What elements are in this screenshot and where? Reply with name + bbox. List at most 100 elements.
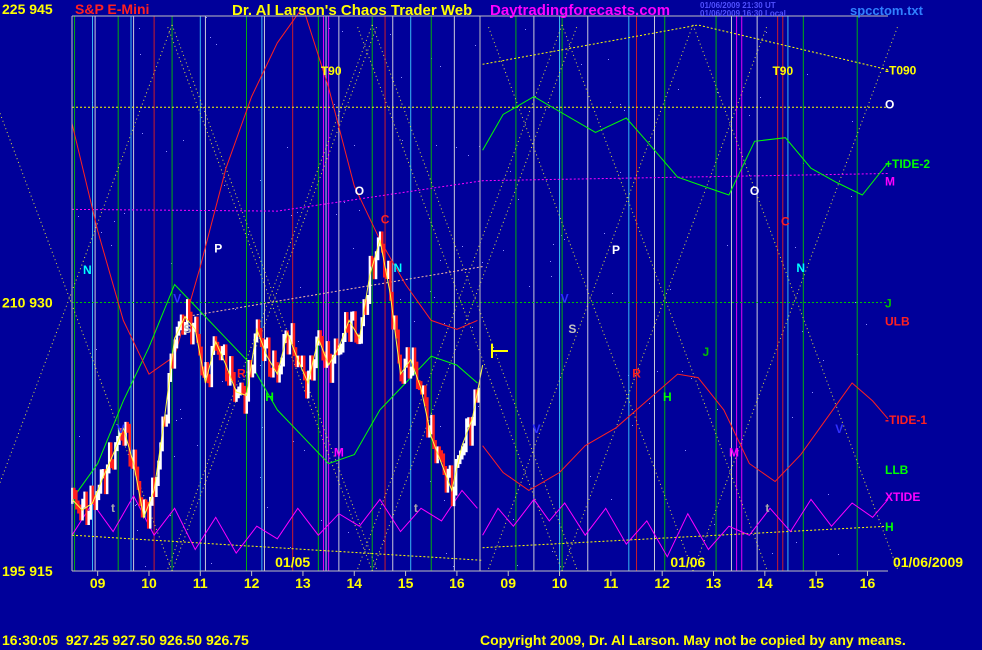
price-bar bbox=[167, 372, 170, 424]
price-bar bbox=[333, 338, 337, 364]
price-bar bbox=[224, 344, 228, 382]
price-bar bbox=[294, 347, 298, 368]
star-dot bbox=[462, 246, 463, 247]
star-dot bbox=[139, 28, 140, 29]
price-bar bbox=[257, 319, 261, 337]
forecast-line bbox=[482, 373, 889, 491]
date-labels: 01/05 01/06 01/06/2009 bbox=[275, 554, 963, 570]
price-bar bbox=[424, 385, 427, 407]
price-bar bbox=[325, 341, 329, 368]
price-bars bbox=[71, 231, 484, 529]
star-dot bbox=[608, 59, 609, 60]
star-dot bbox=[852, 121, 853, 122]
price-bar bbox=[97, 484, 101, 501]
price-bar bbox=[132, 449, 136, 469]
chart-title: Dr. Al Larson's Chaos Trader Web bbox=[232, 2, 472, 19]
price-bar bbox=[401, 372, 405, 384]
price-bar bbox=[261, 338, 265, 362]
price-bar bbox=[430, 414, 433, 435]
level-line bbox=[71, 534, 483, 561]
event-marker: C bbox=[381, 213, 390, 227]
star-dot bbox=[359, 210, 360, 211]
star-dot bbox=[552, 551, 553, 552]
price-bar bbox=[220, 346, 224, 361]
price-bar bbox=[368, 255, 372, 304]
price-bar bbox=[309, 355, 312, 380]
price-bar bbox=[110, 442, 113, 469]
star-dot bbox=[262, 427, 263, 428]
price-bar bbox=[387, 260, 390, 279]
price-bar bbox=[411, 347, 415, 376]
price-bar bbox=[196, 316, 199, 343]
star-dot bbox=[440, 66, 441, 67]
star-dot bbox=[414, 321, 415, 322]
price-bar bbox=[270, 367, 273, 378]
x-tick-label: 14 bbox=[757, 575, 773, 591]
star-dot bbox=[287, 147, 288, 148]
price-bar bbox=[395, 315, 398, 339]
price-bar bbox=[190, 311, 193, 345]
x-tick-label: 09 bbox=[500, 575, 516, 591]
price-bar bbox=[272, 350, 275, 378]
price-bar bbox=[151, 477, 154, 506]
star-dot bbox=[691, 378, 692, 379]
price-bar bbox=[253, 333, 257, 374]
price-bar bbox=[210, 345, 214, 388]
price-bar bbox=[163, 416, 166, 427]
right-label: O bbox=[885, 98, 894, 112]
price-bar bbox=[302, 355, 306, 381]
star-dot bbox=[171, 263, 172, 264]
price-bar bbox=[157, 460, 160, 486]
star-dot bbox=[456, 147, 457, 148]
star-dot bbox=[111, 245, 112, 246]
price-bar bbox=[300, 355, 304, 368]
star-dot bbox=[224, 185, 225, 186]
price-bar bbox=[122, 431, 125, 446]
event-marker: V bbox=[835, 422, 843, 436]
star-dot bbox=[685, 450, 686, 451]
price-bar bbox=[298, 355, 302, 368]
star-dot bbox=[812, 392, 813, 393]
price-bar bbox=[393, 315, 396, 330]
price-bar bbox=[87, 510, 90, 526]
star-dot bbox=[772, 553, 773, 554]
star-dot bbox=[211, 563, 212, 564]
star-dot bbox=[866, 324, 867, 325]
x-tick-label: 09 bbox=[90, 575, 106, 591]
price-bar bbox=[397, 329, 400, 364]
star-dot bbox=[260, 180, 261, 181]
event-marker: O bbox=[750, 184, 759, 198]
event-marker: t bbox=[765, 501, 769, 515]
star-dot bbox=[353, 248, 354, 249]
price-bar bbox=[463, 443, 466, 456]
star-dot bbox=[766, 32, 767, 33]
price-bar bbox=[227, 372, 230, 386]
price-bar bbox=[352, 311, 355, 321]
star-dot bbox=[553, 244, 554, 245]
star-dots bbox=[78, 17, 867, 567]
price-bar bbox=[75, 490, 78, 510]
price-bar bbox=[335, 338, 339, 356]
forecast-line bbox=[482, 96, 889, 196]
price-bar bbox=[442, 453, 446, 475]
price-bar bbox=[327, 341, 331, 363]
star-dot bbox=[795, 247, 796, 248]
price-bar bbox=[112, 459, 115, 470]
star-dot bbox=[430, 291, 431, 292]
right-label: XTIDE bbox=[885, 490, 920, 504]
price-bar bbox=[179, 314, 183, 331]
x-tick-label: 14 bbox=[346, 575, 362, 591]
event-marker: V bbox=[173, 291, 181, 305]
event-marker: P bbox=[214, 241, 222, 255]
price-bar bbox=[175, 326, 179, 349]
event-marker: S bbox=[183, 322, 191, 336]
price-bar bbox=[136, 466, 140, 490]
price-bar bbox=[341, 333, 345, 353]
price-bar bbox=[329, 353, 333, 383]
star-dot bbox=[136, 504, 137, 505]
star-dot bbox=[298, 341, 299, 342]
price-bar bbox=[124, 421, 127, 446]
level-line bbox=[482, 24, 889, 71]
price-bar bbox=[93, 495, 97, 510]
